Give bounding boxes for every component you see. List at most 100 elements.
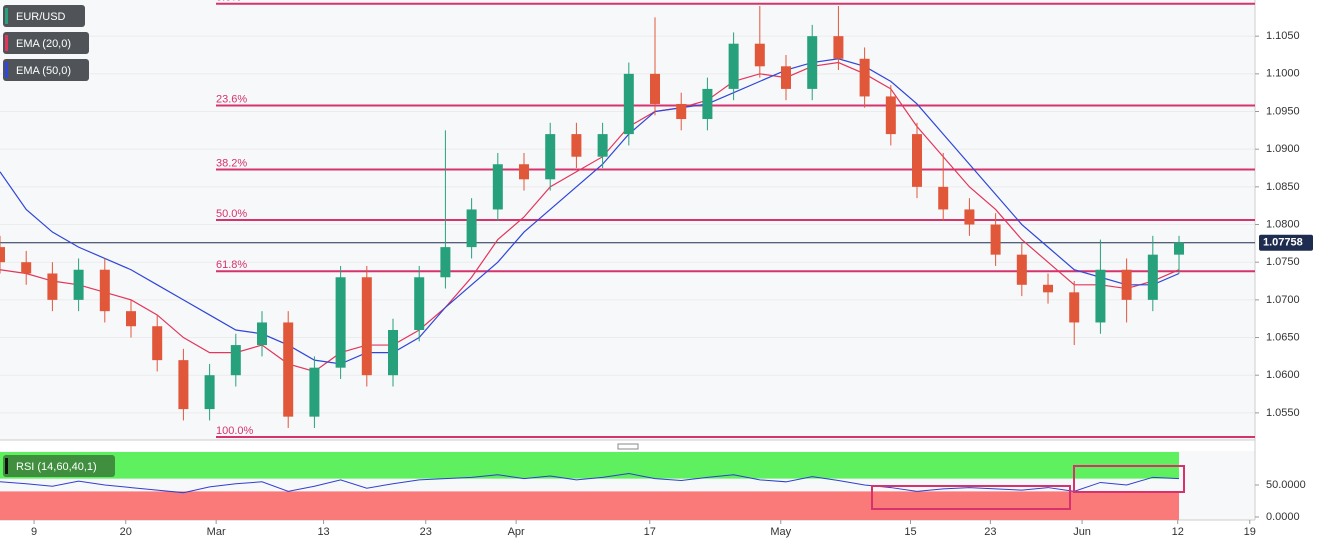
y-tick-label: 1.0650 [1266, 331, 1300, 343]
x-tick-label: 23 [420, 526, 432, 538]
y-tick-label: 1.1000 [1266, 68, 1300, 80]
legend-swatch [5, 8, 8, 24]
fib-label: 100.0% [216, 425, 254, 437]
candle-body [519, 164, 530, 180]
legend-box[interactable] [3, 455, 115, 477]
candle-body [1069, 292, 1080, 323]
candle-body [833, 36, 844, 59]
y-tick-label: 1.1050 [1266, 30, 1300, 42]
candle-body [492, 164, 503, 210]
candle-body [204, 375, 215, 410]
legend-swatch [5, 458, 8, 474]
y-tick-label: 1.0550 [1266, 407, 1300, 419]
candle-body [1121, 269, 1132, 300]
legend-label: EMA (50,0) [16, 65, 71, 77]
x-tick-label: 17 [644, 526, 656, 538]
candle-body [1016, 254, 1027, 285]
rsi-line [0, 472, 1180, 494]
fib-label: 61.8% [216, 259, 247, 271]
plot-layer: 1.0550 1.0600 1.0650 1.0700 1.0750 1.0800 1.08… [0, 0, 1313, 538]
annotation-box [1073, 465, 1185, 493]
candle-body [73, 269, 84, 300]
y-tick-label: 50.0000 [1266, 479, 1306, 491]
candle-body [597, 134, 608, 157]
candle-body [361, 277, 372, 376]
pane-resizer[interactable] [617, 443, 639, 450]
candle-body [885, 96, 896, 135]
x-tick-label: 19 [1244, 526, 1256, 538]
candle-body [178, 360, 189, 410]
x-tick-label: May [770, 526, 791, 538]
candle-body [728, 43, 739, 89]
candle-body [859, 58, 870, 97]
x-tick-label: 12 [1172, 526, 1184, 538]
candle-body [938, 186, 949, 210]
candle-body [545, 134, 556, 180]
candle-body [702, 88, 713, 120]
candle-body [230, 345, 241, 376]
x-tick-label: 13 [317, 526, 329, 538]
y-tick-label: 1.0800 [1266, 218, 1300, 230]
last-price-tag [1259, 234, 1313, 251]
y-tick-label: 1.0850 [1266, 181, 1300, 193]
candle-body [47, 273, 58, 300]
legend-label: RSI (14,60,40,1) [16, 461, 97, 473]
fib-label: 0.0% [216, 0, 241, 4]
candle-body [964, 209, 975, 225]
last-price-label: 1.07758 [1263, 237, 1303, 249]
candle-body [571, 134, 582, 157]
y-tick-label: 1.0700 [1266, 294, 1300, 306]
legend-label: EUR/USD [16, 11, 66, 23]
legend-box[interactable] [3, 5, 85, 27]
x-tick-label: Mar [207, 526, 226, 538]
candle-body [807, 36, 818, 89]
candle-body [99, 269, 110, 312]
legend-swatch [5, 35, 8, 51]
x-tick-label: 20 [120, 526, 132, 538]
candle-body [257, 322, 268, 346]
candle-body [781, 66, 792, 89]
candle-body [414, 277, 425, 330]
x-tick-label: 15 [904, 526, 916, 538]
candle-body [283, 322, 294, 417]
ema-line [0, 58, 1180, 365]
y-tick-label: 1.0950 [1266, 105, 1300, 117]
x-tick-label: 23 [984, 526, 996, 538]
candle-body [152, 326, 163, 361]
legend-swatch [5, 62, 8, 78]
legend: EUR/USD EMA (20,0) EMA (50,0) RSI (14,60… [3, 5, 115, 477]
y-tick-label: 1.0900 [1266, 143, 1300, 155]
x-tick-label: Apr [508, 526, 525, 538]
fib-label: 38.2% [216, 157, 247, 169]
candle-body [754, 43, 765, 67]
fib-label: 50.0% [216, 208, 247, 220]
x-tick-label: Jun [1073, 526, 1091, 538]
y-tick-label: 1.0750 [1266, 256, 1300, 268]
candle-body [990, 224, 1001, 255]
candle-body [1043, 284, 1054, 293]
x-tick-label: 9 [31, 526, 37, 538]
candle-body [388, 330, 399, 376]
annotation-box [871, 485, 1071, 510]
candle-body [0, 247, 5, 263]
candle-body [912, 134, 923, 187]
y-tick-label: 0.0000 [1266, 511, 1300, 523]
candle-body [676, 103, 687, 120]
candle-body [440, 247, 451, 278]
fib-label: 23.6% [216, 93, 247, 105]
legend-label: EMA (20,0) [16, 38, 71, 50]
candle-body [335, 277, 346, 368]
candle-body [466, 209, 477, 248]
candle-body [1147, 254, 1158, 300]
candle-body [1095, 269, 1106, 323]
oversold-zone [0, 491, 1180, 520]
candle-body [309, 367, 320, 417]
legend-box[interactable] [3, 32, 89, 54]
candle-body [623, 73, 634, 135]
y-tick-label: 1.0600 [1266, 369, 1300, 381]
legend-box[interactable] [3, 59, 89, 81]
candle-body [1174, 242, 1185, 255]
candle-body [21, 262, 32, 274]
